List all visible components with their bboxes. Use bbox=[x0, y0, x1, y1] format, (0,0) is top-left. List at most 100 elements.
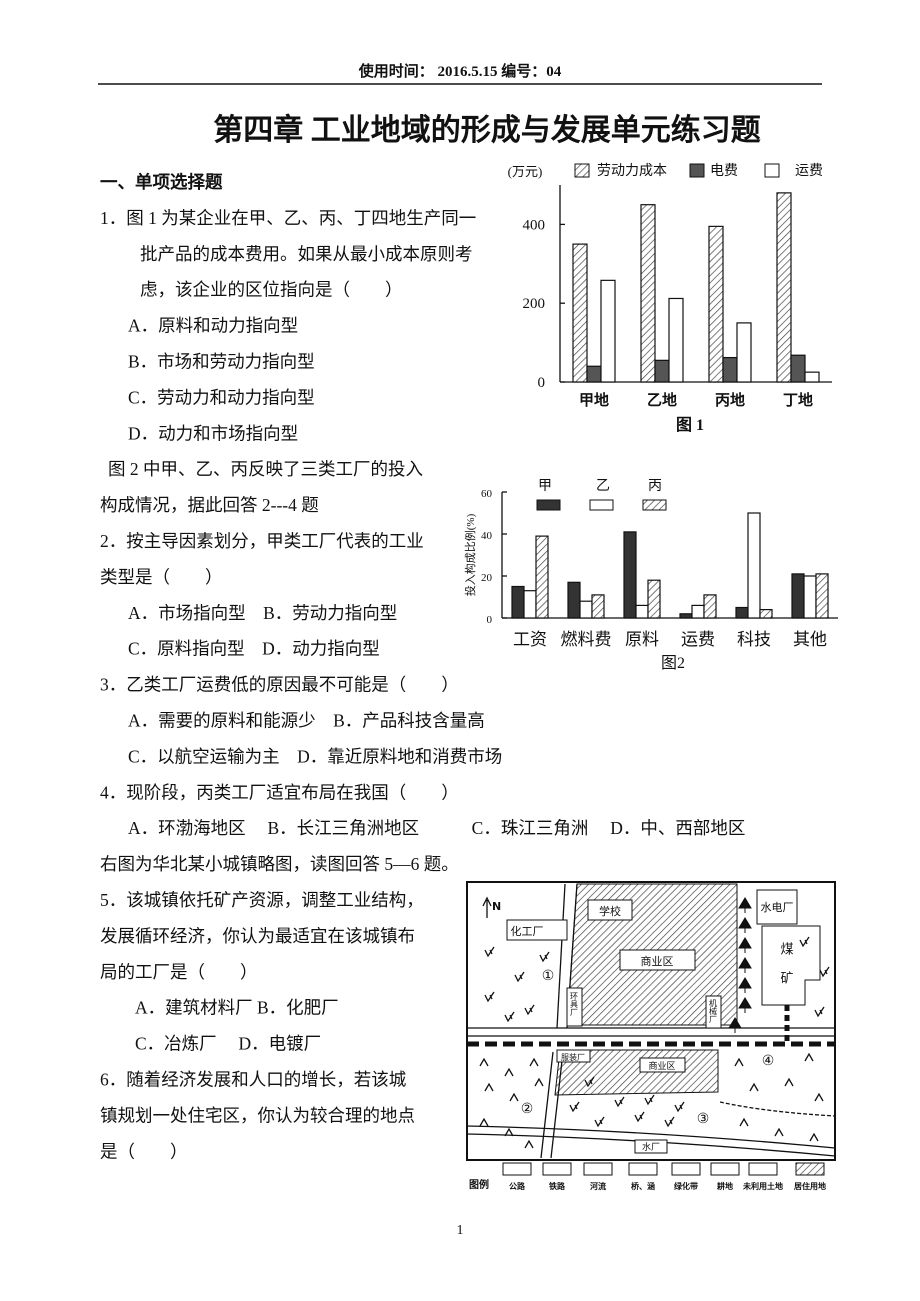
building bbox=[566, 987, 583, 1027]
text-line: 镇规划一处住宅区，你认为较合理的地点 bbox=[100, 1105, 415, 1125]
farmland bbox=[484, 991, 495, 1003]
legend-label: 未利用土地 bbox=[742, 1181, 783, 1191]
farmland bbox=[674, 1101, 685, 1113]
text-line: 局的工厂是（ ） bbox=[100, 962, 258, 982]
bar bbox=[776, 192, 792, 383]
building bbox=[619, 949, 696, 971]
bar bbox=[654, 359, 670, 383]
unused-land bbox=[534, 1077, 544, 1087]
tree bbox=[738, 957, 752, 973]
map-label: 煤矿 bbox=[778, 942, 794, 1000]
building bbox=[634, 1139, 668, 1154]
tree bbox=[738, 977, 752, 993]
bar bbox=[511, 585, 525, 619]
tree bbox=[738, 897, 752, 913]
map-label: 机械厂 bbox=[709, 998, 718, 1024]
legend-icon bbox=[502, 1162, 532, 1176]
text-line: 右图为华北某小城镇略图，读图回答 5—6 题。 bbox=[100, 854, 459, 874]
x-tick-label: 甲地 bbox=[579, 391, 609, 409]
building bbox=[705, 995, 722, 1029]
building bbox=[639, 1057, 686, 1073]
x-tick-label: 工资 bbox=[513, 630, 547, 649]
bar bbox=[635, 604, 649, 619]
unused-land bbox=[774, 1127, 784, 1137]
farmland bbox=[634, 1111, 645, 1123]
unused-land bbox=[809, 1132, 819, 1142]
text-line: A．原料和动力指向型 bbox=[128, 316, 298, 336]
bar bbox=[691, 604, 705, 619]
legend-swatch bbox=[574, 163, 590, 178]
x-tick-label: 丁地 bbox=[783, 391, 813, 409]
legend-label: 桥、涵 bbox=[631, 1181, 655, 1191]
x-tick-label: 运费 bbox=[681, 630, 715, 649]
x-tick-label: 丙地 bbox=[715, 391, 745, 409]
bar bbox=[803, 575, 817, 619]
road bbox=[556, 883, 566, 1029]
header: 使用时间： 2016.5.15 编号：04 bbox=[358, 62, 562, 80]
bar bbox=[747, 512, 761, 619]
text-line: A．需要的原料和能源少 B．产品科技含量高 bbox=[128, 711, 485, 731]
unused-land bbox=[804, 1052, 814, 1062]
bar bbox=[623, 531, 637, 619]
text-line: 2．按主导因素划分，甲类工厂代表的工业 bbox=[100, 531, 424, 551]
text-line: A．建筑材料厂 B．化肥厂 bbox=[135, 998, 339, 1018]
unused-land bbox=[479, 1117, 489, 1127]
bar bbox=[572, 243, 588, 383]
y-tick-label: 0 bbox=[487, 614, 493, 626]
farmland bbox=[569, 1101, 580, 1113]
legend-icon bbox=[542, 1162, 572, 1176]
farmland bbox=[524, 1004, 535, 1016]
page-number: 1 bbox=[457, 1223, 464, 1238]
y-tick-label: 200 bbox=[523, 296, 546, 312]
map-label: 服装厂 bbox=[561, 1052, 585, 1062]
farmland bbox=[644, 1094, 655, 1106]
farmland bbox=[614, 1096, 625, 1108]
figure-2: 图2 投入构成比例(%) 0 20 40 60 工资 燃料费 原料 运费 科技 其他 甲 乙 丙 bbox=[463, 478, 838, 672]
bar bbox=[722, 356, 738, 383]
text-line: 4．现阶段，丙类工厂适宜布局在我国（ ） bbox=[100, 782, 459, 802]
unused-land bbox=[529, 1057, 539, 1067]
text-line: 1．图 1 为某企业在甲、乙、丙、丁四地生产同一 bbox=[100, 208, 476, 228]
text-line: 虑，该企业的区位指向是（ ） bbox=[140, 280, 403, 300]
legend-label: 耕地 bbox=[716, 1181, 733, 1191]
bar bbox=[586, 365, 602, 383]
zone-label: ④ bbox=[762, 1054, 775, 1069]
text-line: 5．该城镇依托矿产资源，调整工业结构， bbox=[100, 890, 424, 910]
legend-label: 铁路 bbox=[549, 1181, 566, 1191]
bar bbox=[640, 204, 656, 383]
farmland bbox=[594, 1116, 605, 1128]
unused-land bbox=[524, 1139, 534, 1149]
farmland bbox=[799, 936, 810, 948]
bar bbox=[815, 573, 829, 619]
figure-1: 图 1 (万元) 0 200 400 甲地 乙地 丙地 丁地 劳动力成本 电费 运费 bbox=[508, 163, 832, 434]
y-tick-label: 0 bbox=[538, 375, 546, 391]
tree bbox=[728, 1017, 742, 1033]
zone-label: ① bbox=[542, 969, 555, 984]
legend-label: 运费 bbox=[795, 163, 823, 179]
legend-label: 丙 bbox=[648, 479, 662, 494]
x-tick-label: 科技 bbox=[737, 630, 771, 649]
map-label: 学校 bbox=[599, 904, 621, 918]
bar bbox=[668, 297, 684, 383]
unused-land bbox=[509, 1092, 519, 1102]
bar bbox=[679, 613, 693, 619]
legend-label: 乙 bbox=[596, 478, 610, 494]
legend-label: 电费 bbox=[710, 163, 738, 179]
farmland bbox=[484, 946, 495, 958]
text-line: C．以航空运输为主 D．靠近原料地和消费市场 bbox=[128, 746, 502, 766]
legend-title: 图例 bbox=[469, 1178, 489, 1191]
farmland bbox=[584, 1076, 595, 1088]
bar bbox=[535, 535, 549, 619]
unused-land bbox=[479, 1057, 489, 1067]
north-label: N bbox=[492, 900, 501, 913]
text-line: 批产品的成本费用。如果从最小成本原则考 bbox=[140, 244, 473, 264]
unused-land bbox=[484, 1082, 494, 1092]
legend-icon bbox=[628, 1162, 658, 1176]
chart-title: 图 1 bbox=[676, 416, 704, 434]
text-line: 一、单项选择题 bbox=[100, 172, 223, 192]
text-line: D．动力和市场指向型 bbox=[128, 423, 298, 443]
map-label: 商业区 bbox=[648, 1060, 675, 1072]
zone-label: ③ bbox=[697, 1112, 710, 1127]
mine bbox=[761, 925, 821, 1006]
